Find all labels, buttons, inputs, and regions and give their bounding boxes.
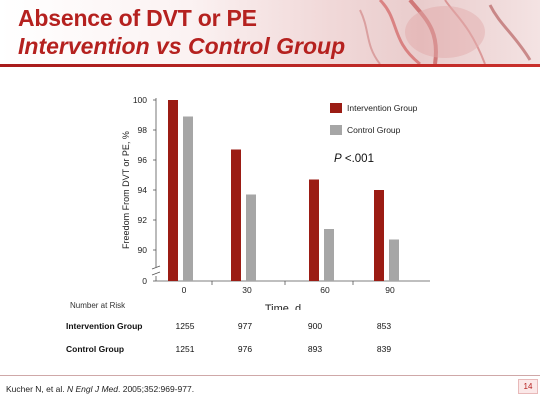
y-tick-label: 94 (138, 185, 148, 195)
bar-chart: 0 90 92 94 96 98 100 0 30 60 90 Time, d Freedom From… (121, 95, 430, 310)
slide-title: Absence of DVT or PE (18, 5, 257, 31)
control-bar (246, 194, 256, 281)
citation-journal: N Engl J Med (66, 384, 118, 394)
header-divider (0, 64, 540, 67)
anatomy-decoration (359, 0, 532, 64)
slide-subtitle: Intervention vs Control Group (18, 33, 346, 59)
nar-cell: 839 (376, 344, 392, 354)
y-tick-label: 0 (142, 276, 147, 286)
citation-authors: Kucher N, et al. (6, 384, 65, 394)
control-bar (183, 116, 193, 281)
citation-details: . 2005;352:969-977. (118, 384, 195, 394)
x-axis-label: Time, d (265, 303, 301, 310)
number-at-risk-label: Number at Risk (70, 301, 126, 310)
legend-swatch (330, 103, 342, 113)
axis-break-mark (151, 271, 161, 276)
legend-swatch (330, 125, 342, 135)
y-axis-label: Freedom From DVT or PE, % (121, 131, 131, 249)
legend-label: Intervention Group (347, 103, 418, 113)
citation: Kucher N, et al. N Engl J Med. 2005;352:… (6, 384, 194, 394)
nar-cell: 893 (307, 344, 323, 354)
y-tick-label: 98 (138, 125, 148, 135)
legend-label: Control Group (347, 125, 401, 135)
x-tick-label: 60 (320, 285, 330, 295)
nar-cell: 976 (237, 344, 253, 354)
axis-break-mark (151, 265, 161, 270)
x-tick-label: 90 (385, 285, 395, 295)
nar-cell: 1255 (175, 321, 195, 331)
y-tick-label: 90 (138, 245, 148, 255)
intervention-bar (309, 179, 319, 281)
x-tick-label: 0 (182, 285, 187, 295)
slide-number: 14 (518, 379, 538, 394)
intervention-bar (374, 190, 384, 281)
x-tick-label: 30 (242, 285, 252, 295)
nar-cell: 853 (376, 321, 392, 331)
nar-row-label: Control Group (66, 344, 125, 354)
control-bar (324, 229, 334, 281)
control-bar (389, 239, 399, 281)
y-tick-label: 96 (138, 155, 148, 165)
footer-divider (0, 375, 540, 376)
nar-row-label: Intervention Group (66, 321, 143, 331)
intervention-bar (231, 149, 241, 281)
nar-cell: 1251 (175, 344, 195, 354)
slide-header: Absence of DVT or PE Intervention vs Con… (0, 0, 540, 64)
p-value-annotation: P <.001 (334, 153, 374, 165)
nar-cell: 977 (237, 321, 253, 331)
nar-cell: 900 (307, 321, 323, 331)
y-tick-label: 100 (133, 95, 147, 105)
intervention-bar (168, 100, 178, 281)
y-tick-label: 92 (138, 215, 148, 225)
